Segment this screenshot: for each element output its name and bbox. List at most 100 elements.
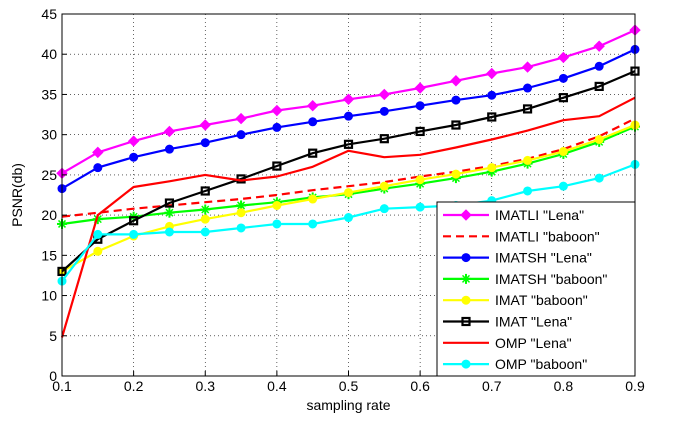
- data-point: [344, 213, 353, 223]
- data-point: [451, 169, 461, 179]
- data-point: [594, 173, 604, 183]
- data-point: [344, 111, 353, 121]
- data-point: [200, 214, 210, 224]
- y-tick-label: 30: [41, 127, 57, 143]
- data-point: [236, 130, 246, 140]
- data-point: [236, 223, 246, 233]
- data-point: [593, 40, 605, 52]
- legend-label: IMATSH "Lena": [495, 250, 592, 266]
- data-point: [415, 101, 425, 111]
- series-2: [57, 44, 640, 194]
- data-point: [415, 202, 425, 212]
- x-tick-label: 0.7: [482, 378, 502, 394]
- y-tick-label: 40: [41, 46, 57, 62]
- series-line: [61, 70, 636, 273]
- data-point: [164, 144, 174, 154]
- data-point: [523, 186, 533, 196]
- x-tick-label: 0.2: [124, 378, 144, 394]
- x-axis-label: sampling rate: [306, 397, 390, 413]
- data-point: [236, 208, 246, 218]
- legend-label: OMP "baboon": [495, 356, 587, 372]
- data-point: [93, 246, 103, 256]
- legend-item: OMP "Lena": [443, 335, 572, 351]
- data-point: [343, 139, 354, 149]
- data-point: [342, 93, 355, 105]
- legend-swatch-marker: [461, 359, 471, 369]
- x-tick-label: 0.3: [196, 378, 216, 394]
- legend-swatch-marker: [461, 253, 471, 263]
- series-line: [60, 96, 636, 338]
- data-point: [558, 93, 568, 103]
- x-tick-label: 0.6: [410, 378, 430, 394]
- data-point: [308, 194, 318, 204]
- data-point: [487, 90, 497, 100]
- y-tick-label: 0: [49, 368, 57, 384]
- series-5: [57, 66, 640, 277]
- data-point: [379, 134, 389, 144]
- data-point: [523, 83, 533, 93]
- x-tick-label: 0.1: [52, 378, 72, 394]
- legend-item: IMATSH "baboon": [443, 271, 607, 287]
- data-point: [164, 207, 175, 218]
- legend-item: IMAT "baboon": [443, 292, 588, 308]
- data-point: [163, 125, 176, 138]
- legend-item: IMATLI "Lena": [443, 207, 584, 223]
- y-tick-label: 45: [41, 6, 57, 22]
- y-tick-label: 35: [41, 86, 57, 102]
- legend-label: IMATSH "baboon": [495, 271, 607, 287]
- y-axis-label: PSNR(db): [9, 163, 25, 227]
- data-point: [451, 120, 461, 130]
- data-point: [379, 204, 389, 214]
- legend-item: IMAT "Lena": [443, 314, 572, 330]
- legend-item: OMP "baboon": [443, 356, 587, 372]
- data-point: [199, 119, 211, 131]
- data-point: [200, 204, 211, 215]
- legend-box: [436, 201, 636, 377]
- legend-swatch-marker: [461, 273, 471, 284]
- legend-label: IMAT "Lena": [495, 314, 572, 330]
- y-tick-label: 10: [41, 288, 57, 304]
- data-point: [415, 175, 425, 185]
- data-point: [594, 61, 604, 71]
- data-point: [414, 82, 426, 94]
- data-point: [594, 134, 604, 144]
- legend-swatch-marker: [460, 209, 472, 221]
- data-point: [308, 117, 318, 127]
- legend-item: IMATLI "baboon": [443, 228, 600, 244]
- data-point: [308, 148, 318, 158]
- data-point: [200, 138, 210, 148]
- data-point: [451, 95, 461, 105]
- data-point: [93, 229, 103, 239]
- data-point: [272, 122, 282, 132]
- series-1: [61, 117, 636, 218]
- x-tick-label: 0.9: [625, 378, 645, 394]
- data-point: [164, 227, 174, 237]
- data-point: [558, 73, 568, 83]
- data-point: [272, 161, 282, 171]
- legend-label: IMATLI "Lena": [495, 207, 584, 223]
- data-point: [200, 186, 210, 196]
- data-point: [379, 106, 389, 116]
- y-tick-label: 25: [41, 167, 57, 183]
- legend-label: IMAT "baboon": [495, 292, 588, 308]
- data-point: [415, 126, 425, 137]
- data-point: [306, 99, 319, 112]
- data-point: [272, 200, 282, 210]
- legend-label: OMP "Lena": [495, 335, 572, 351]
- data-point: [594, 81, 604, 92]
- data-point: [129, 216, 139, 226]
- data-point: [271, 104, 283, 117]
- data-point: [523, 155, 533, 165]
- y-tick-label: 15: [41, 247, 57, 263]
- data-point: [557, 51, 570, 64]
- legend: IMATLI "Lena" IMATLI "baboon" IMATSH "Lena…: [436, 201, 636, 377]
- data-point: [235, 112, 247, 125]
- series-6: [60, 96, 636, 338]
- y-tick-label: 20: [41, 207, 57, 223]
- data-point: [558, 147, 568, 157]
- data-point: [379, 181, 389, 191]
- legend-swatch-marker: [461, 295, 471, 305]
- y-tick-label: 5: [49, 328, 57, 344]
- x-tick-label: 0.4: [267, 378, 287, 394]
